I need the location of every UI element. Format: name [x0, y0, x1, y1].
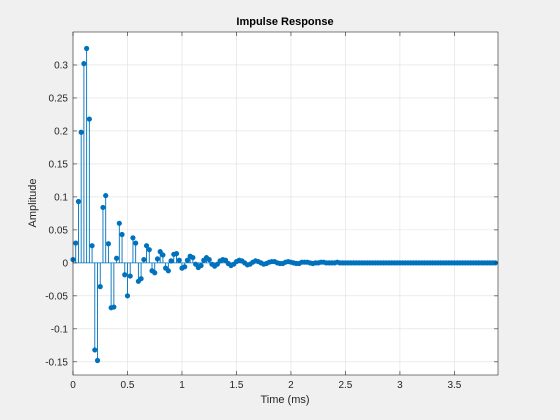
y-tick-label: 0.3 [54, 60, 68, 71]
stem-marker [105, 241, 112, 247]
y-tick-label: 0.25 [49, 93, 69, 104]
y-tick-label: -0.1 [51, 324, 69, 335]
stem-marker [222, 257, 229, 263]
stem-marker [124, 293, 131, 299]
x-tick-label: 2.5 [338, 380, 352, 391]
stem-marker [94, 357, 101, 364]
x-tick-label: 0.5 [121, 380, 135, 391]
x-tick-label: 3 [397, 380, 403, 391]
x-tick-label: 1 [179, 380, 185, 391]
x-tick-label: 3.5 [447, 380, 461, 391]
stem-marker [192, 261, 199, 267]
stem-marker [97, 284, 103, 290]
stem-marker [113, 255, 120, 261]
y-axis-label: Amplitude [27, 179, 39, 228]
x-tick-label: 1.5 [230, 380, 244, 391]
stem-marker [130, 235, 136, 241]
stem-marker [157, 249, 163, 255]
stem-marker [190, 254, 196, 261]
stem-marker [206, 256, 212, 263]
stem-marker [214, 261, 220, 267]
stem-marker [154, 256, 161, 262]
y-axis-ticks: -0.15 -0.1 -0.05 0 0.05 0.1 0.15 0.2 0.25 0.3 [45, 60, 498, 368]
stem-marker [160, 252, 166, 258]
stem-marker [146, 247, 152, 253]
stem-marker [165, 268, 171, 274]
stem-marker [133, 240, 139, 246]
stem-marker [173, 251, 180, 257]
y-tick-label: 0.15 [49, 159, 69, 170]
stem-marker [141, 256, 147, 263]
stem-marker [119, 231, 125, 238]
stem-marker [143, 243, 150, 249]
stem-marker [127, 273, 133, 279]
y-tick-label: 0 [62, 258, 68, 269]
stem-marker [182, 264, 188, 270]
stem-marker [78, 129, 84, 135]
stem-marker [152, 270, 158, 276]
axes-box [72, 31, 499, 376]
stem-marker [100, 204, 106, 211]
y-tick-label: 0.2 [54, 126, 68, 137]
stem-marker [75, 198, 82, 205]
stem-marker [84, 45, 90, 52]
x-tick-label: 0 [70, 380, 76, 391]
stem-marker [184, 257, 191, 263]
stem-marker [73, 240, 79, 246]
stem-marker [116, 220, 122, 226]
x-axis-ticks: 0 0.5 1 1.5 2 2.5 3 3.5 [70, 32, 462, 391]
stem-marker [89, 243, 95, 249]
stem-marker [81, 61, 87, 67]
chart-title: Impulse Response [236, 16, 333, 28]
stem-marker [198, 262, 204, 269]
y-tick-label: 0.05 [49, 225, 69, 236]
y-tick-label: 0.1 [54, 192, 68, 203]
stem-marker [111, 304, 117, 310]
x-tick-label: 2 [288, 380, 294, 391]
stem-marker [103, 192, 109, 199]
x-axis-label: Time (ms) [260, 394, 309, 406]
stem-marker [138, 276, 144, 282]
stem-marker [86, 116, 92, 122]
stem-marker [168, 258, 174, 264]
stem-marker [176, 257, 182, 263]
stem-marker [122, 272, 128, 278]
y-tick-label: -0.15 [45, 357, 68, 368]
plot-area [73, 32, 498, 375]
stem-marker [92, 347, 98, 353]
y-tick-label: -0.05 [45, 291, 68, 302]
